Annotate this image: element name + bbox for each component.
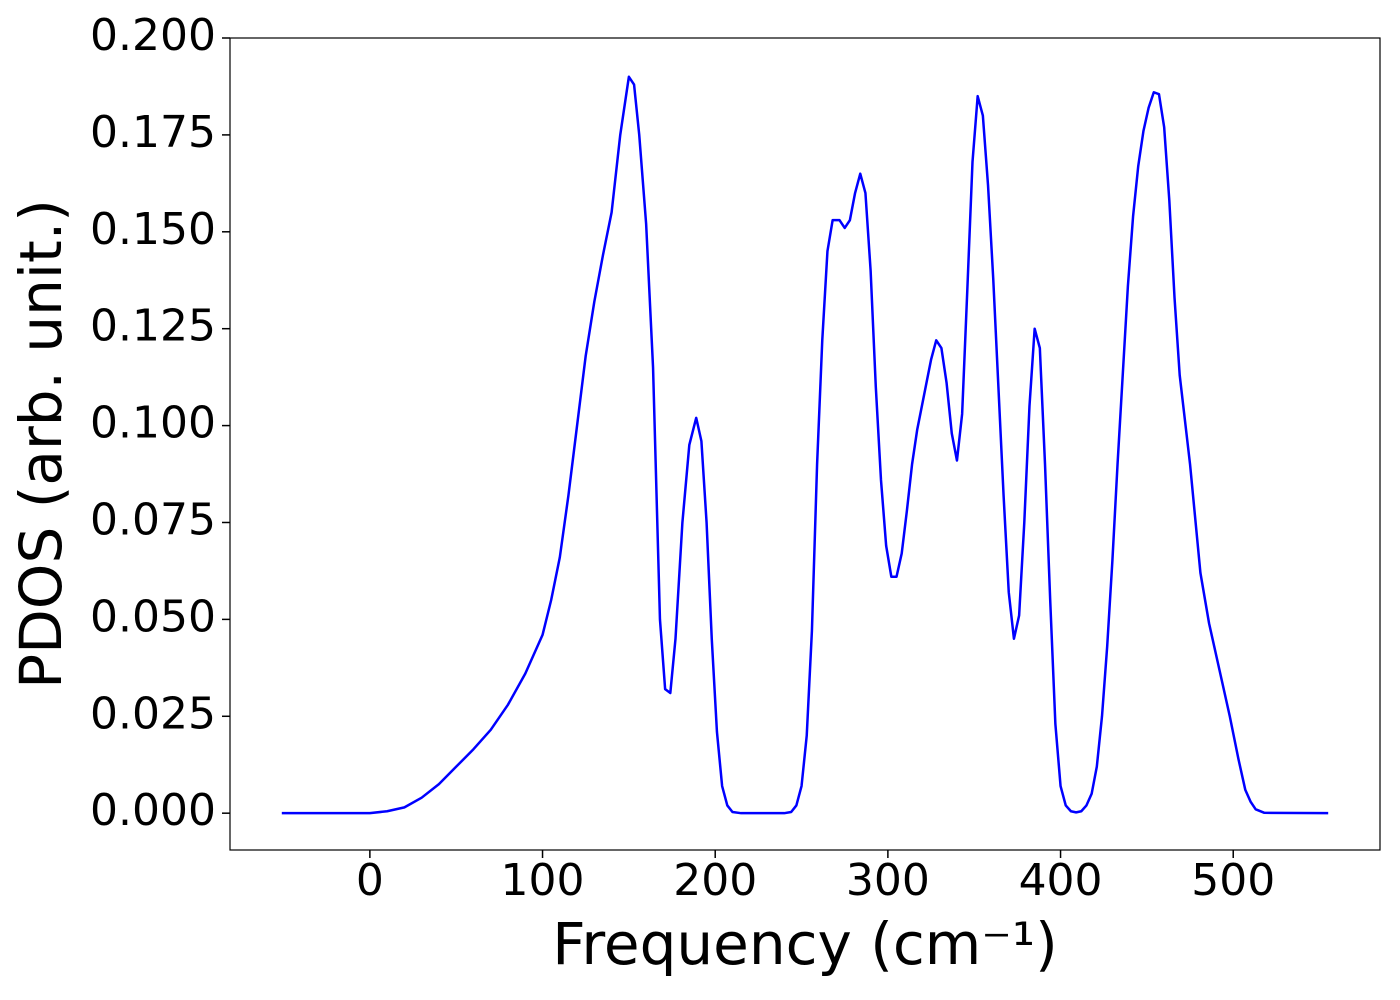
y-tick-label: 0.150: [90, 204, 216, 255]
y-tick-label: 0.075: [90, 494, 216, 545]
y-axis-label: PDOS (arb. unit.): [7, 199, 75, 689]
y-tick-label: 0.100: [90, 398, 216, 449]
x-tick-label: 300: [846, 855, 930, 906]
x-axis-label: Frequency (cm⁻¹): [552, 910, 1058, 978]
plot-frame: [229, 37, 1381, 851]
y-tick-label: 0.200: [90, 10, 216, 61]
x-tick-label: 400: [1019, 855, 1103, 906]
y-tick-label: 0.000: [90, 785, 216, 836]
y-tick-label: 0.125: [90, 301, 216, 352]
y-tick-label: 0.050: [90, 591, 216, 642]
x-tick-label: 500: [1191, 855, 1275, 906]
x-tick-label: 0: [356, 855, 384, 906]
y-tick-label: 0.025: [90, 688, 216, 739]
data-line: [281, 75, 1329, 815]
x-tick-label: 100: [501, 855, 585, 906]
y-tick-label: 0.175: [90, 107, 216, 158]
x-tick-label: 200: [673, 855, 757, 906]
